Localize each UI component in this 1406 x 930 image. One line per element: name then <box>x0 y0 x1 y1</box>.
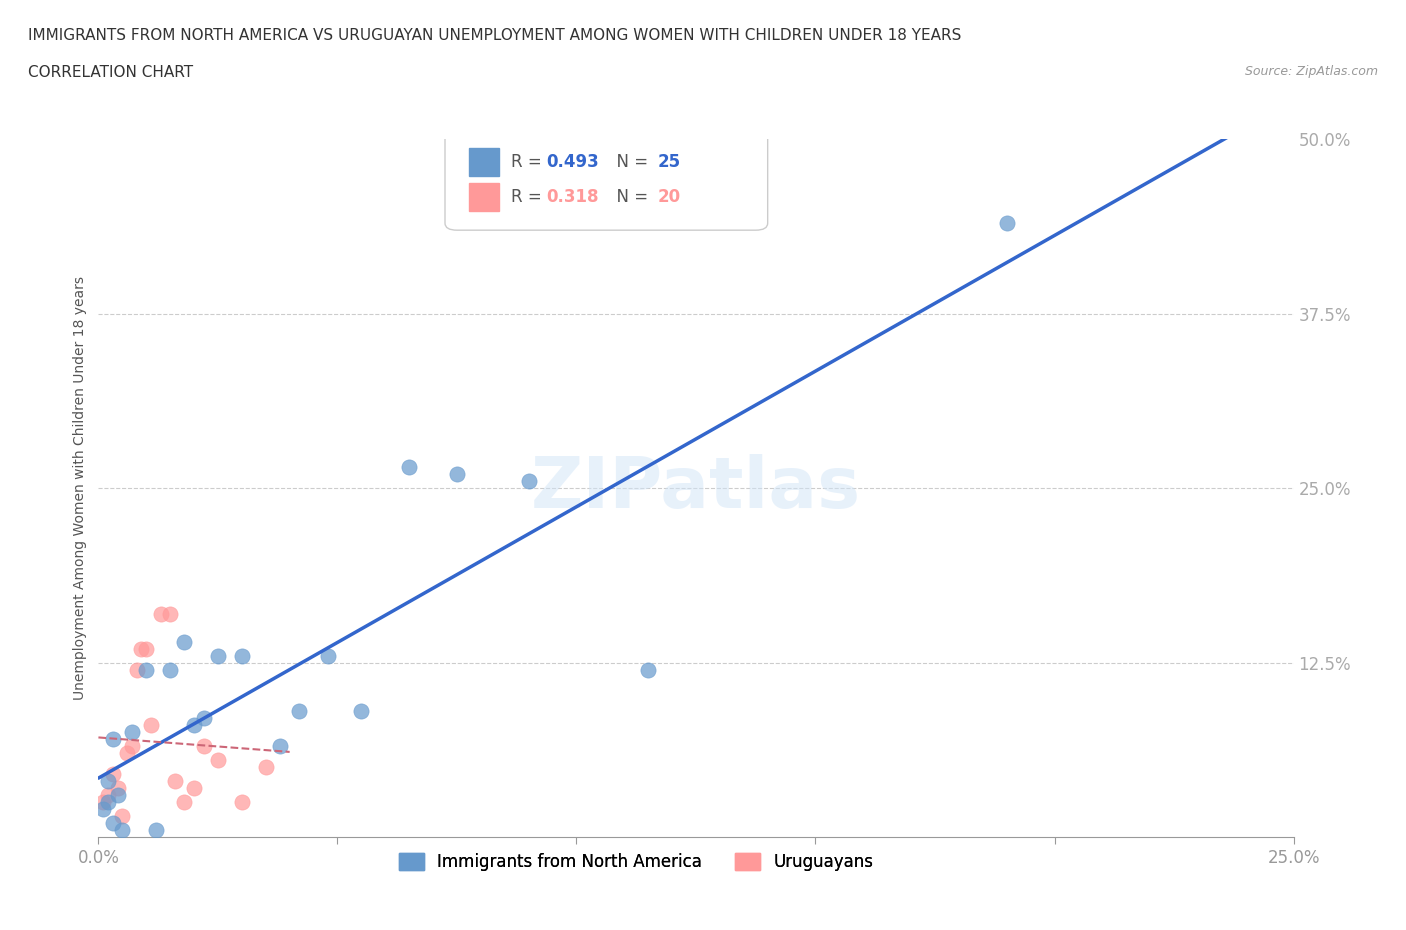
Text: Source: ZipAtlas.com: Source: ZipAtlas.com <box>1244 65 1378 78</box>
Point <box>316 648 339 663</box>
Point <box>135 662 157 677</box>
FancyBboxPatch shape <box>446 126 768 231</box>
Point <box>398 460 420 474</box>
Point <box>101 816 124 830</box>
Point <box>995 216 1018 231</box>
Point <box>101 766 124 781</box>
Point <box>91 802 114 817</box>
Point <box>159 606 181 621</box>
Point <box>139 718 162 733</box>
Point <box>91 794 114 809</box>
Point <box>97 774 120 789</box>
Text: ZIPatlas: ZIPatlas <box>531 454 860 523</box>
Text: IMMIGRANTS FROM NORTH AMERICA VS URUGUAYAN UNEMPLOYMENT AMONG WOMEN WITH CHILDRE: IMMIGRANTS FROM NORTH AMERICA VS URUGUAY… <box>28 28 962 43</box>
Point <box>97 788 120 803</box>
Text: 25: 25 <box>658 153 681 171</box>
Point <box>101 732 124 747</box>
Point <box>183 718 205 733</box>
Text: N =: N = <box>606 188 654 206</box>
Text: R =: R = <box>510 153 547 171</box>
Point <box>254 760 277 775</box>
Point <box>183 781 205 796</box>
Point <box>125 662 148 677</box>
Point <box>207 648 229 663</box>
Point <box>193 738 215 753</box>
Text: CORRELATION CHART: CORRELATION CHART <box>28 65 193 80</box>
Point <box>350 704 373 719</box>
Point <box>145 823 167 838</box>
Point <box>107 788 129 803</box>
Point <box>173 794 195 809</box>
Point <box>111 809 134 824</box>
Point <box>115 746 138 761</box>
FancyBboxPatch shape <box>470 148 499 176</box>
Point <box>121 725 143 740</box>
Text: 0.493: 0.493 <box>547 153 599 171</box>
Point <box>97 794 120 809</box>
Point <box>121 738 143 753</box>
Point <box>159 662 181 677</box>
Point <box>231 648 253 663</box>
Text: 20: 20 <box>658 188 681 206</box>
Point <box>207 753 229 768</box>
Text: N =: N = <box>606 153 654 171</box>
Point <box>135 642 157 657</box>
Point <box>131 642 153 657</box>
Y-axis label: Unemployment Among Women with Children Under 18 years: Unemployment Among Women with Children U… <box>73 276 87 700</box>
Text: 0.318: 0.318 <box>547 188 599 206</box>
Point <box>111 823 134 838</box>
Point <box>517 474 540 489</box>
Point <box>231 794 253 809</box>
Point <box>269 738 291 753</box>
Point <box>149 606 172 621</box>
Point <box>193 711 215 725</box>
Point <box>446 467 468 482</box>
Point <box>288 704 311 719</box>
Legend: Immigrants from North America, Uruguayans: Immigrants from North America, Uruguayan… <box>392 846 880 878</box>
Point <box>173 634 195 649</box>
Point <box>163 774 186 789</box>
Point <box>107 781 129 796</box>
FancyBboxPatch shape <box>470 182 499 211</box>
Point <box>637 662 659 677</box>
Text: R =: R = <box>510 188 547 206</box>
